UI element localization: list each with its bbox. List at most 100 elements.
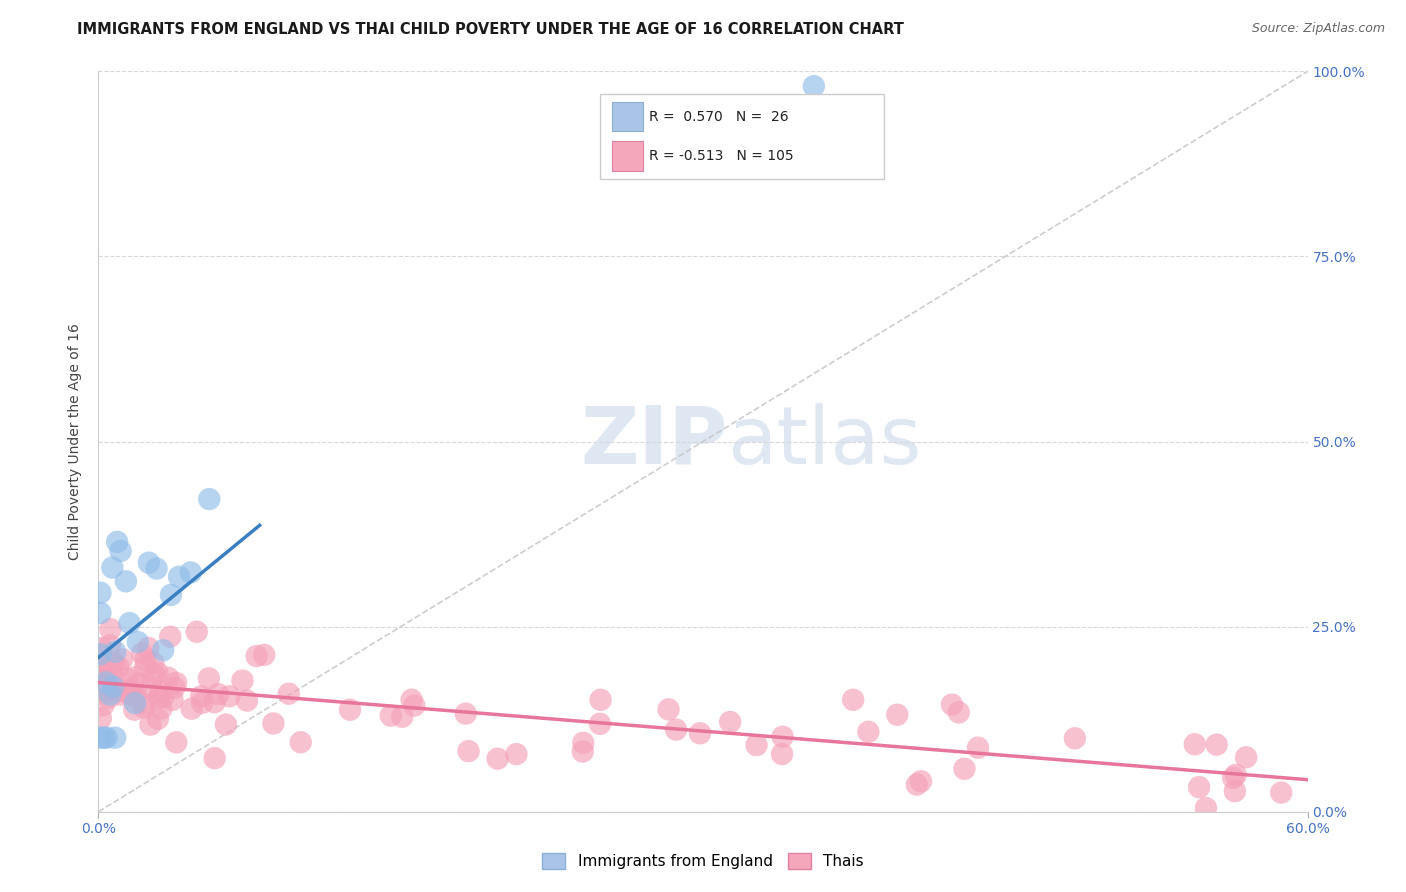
Point [96,731,118,745]
Point [159,630,181,644]
Point [91,683,114,698]
Point [967,740,990,755]
Point [842,693,865,707]
Point [152,690,174,705]
Point [218,690,240,704]
Point [91,698,114,713]
Point [132,697,155,711]
Point [404,698,426,713]
Point [160,588,183,602]
Point [1223,784,1246,798]
Point [96,663,118,677]
Point [745,738,768,752]
Point [131,647,153,661]
Point [380,708,402,723]
Point [253,648,276,662]
Point [454,706,477,721]
Point [111,652,134,666]
Point [162,693,184,707]
Legend: Immigrants from England, Thais: Immigrants from England, Thais [536,847,870,875]
Point [948,706,970,720]
Point [167,570,190,584]
Point [101,667,124,681]
FancyBboxPatch shape [600,94,884,178]
Point [104,731,127,745]
Point [101,560,124,574]
Point [152,643,174,657]
Point [1222,771,1244,785]
Point [142,656,165,670]
Point [110,688,132,702]
Point [107,660,129,674]
Point [101,680,124,694]
Point [157,671,180,685]
Point [150,701,173,715]
Point [207,687,229,701]
Point [886,707,908,722]
Point [98,688,121,702]
Point [139,717,162,731]
Point [505,747,527,761]
Y-axis label: Child Poverty Under the Age of 16: Child Poverty Under the Age of 16 [69,323,83,560]
Point [191,696,214,710]
Point [124,670,146,684]
Point [401,692,423,706]
Point [186,624,208,639]
Point [128,676,150,690]
Point [1270,786,1292,800]
Point [589,716,612,731]
Point [90,662,112,676]
Text: Source: ZipAtlas.com: Source: ZipAtlas.com [1251,22,1385,36]
Text: IMMIGRANTS FROM ENGLAND VS THAI CHILD POVERTY UNDER THE AGE OF 16 CORRELATION CH: IMMIGRANTS FROM ENGLAND VS THAI CHILD PO… [77,22,904,37]
Point [457,744,479,758]
Point [94,675,117,690]
Point [96,682,118,697]
Point [89,731,111,745]
Text: atlas: atlas [727,402,921,481]
Point [772,730,794,744]
Point [163,681,186,695]
Point [770,747,793,761]
Point [277,687,299,701]
Point [122,703,145,717]
Point [103,656,125,670]
Point [1184,737,1206,751]
Point [1234,750,1257,764]
Point [105,534,128,549]
Text: R =  0.570   N =  26: R = 0.570 N = 26 [648,110,789,124]
Point [665,723,688,737]
Point [117,672,139,686]
Point [134,653,156,667]
Point [486,752,509,766]
Point [572,736,595,750]
Point [589,693,612,707]
Point [290,735,312,749]
Point [803,79,825,94]
Point [165,735,187,749]
Point [118,683,141,698]
Point [718,714,741,729]
Point [127,635,149,649]
Point [93,665,115,679]
Point [571,745,593,759]
Point [124,696,146,710]
Point [136,640,159,655]
Bar [613,141,643,170]
Point [118,616,141,631]
Point [245,649,267,664]
Text: R = -0.513   N = 105: R = -0.513 N = 105 [648,149,793,162]
Point [146,712,169,726]
Point [89,647,111,661]
Point [93,659,115,673]
Point [110,683,132,698]
Point [180,702,202,716]
Point [132,700,155,714]
Point [115,574,138,589]
Point [93,731,115,745]
Point [146,665,169,680]
Point [689,726,711,740]
Point [148,690,170,705]
Point [97,690,120,705]
Point [139,681,162,695]
Point [1064,731,1087,746]
